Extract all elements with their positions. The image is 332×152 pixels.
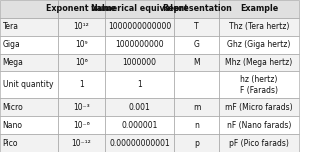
Bar xyxy=(105,36,174,54)
Bar xyxy=(0,71,58,98)
Text: Nano: Nano xyxy=(3,121,23,130)
Bar xyxy=(58,116,105,134)
Text: m: m xyxy=(193,103,201,112)
Text: 1000000000000: 1000000000000 xyxy=(108,22,171,31)
Text: Mhz (Mega hertz): Mhz (Mega hertz) xyxy=(225,58,292,67)
Bar xyxy=(0,116,58,134)
Bar xyxy=(58,54,105,71)
Text: 1000000: 1000000 xyxy=(123,58,156,67)
Bar xyxy=(105,0,174,18)
Text: hz (hertz)
F (Farads): hz (hertz) F (Farads) xyxy=(240,75,278,95)
Text: Unit quantity: Unit quantity xyxy=(3,80,53,89)
Bar xyxy=(174,71,219,98)
Bar xyxy=(219,0,299,18)
Text: Ghz (Giga hertz): Ghz (Giga hertz) xyxy=(227,40,290,49)
Bar xyxy=(0,54,58,71)
Bar xyxy=(105,134,174,152)
Bar xyxy=(219,54,299,71)
Bar xyxy=(174,18,219,36)
Bar xyxy=(0,18,58,36)
Text: nF (Nano farads): nF (Nano farads) xyxy=(227,121,291,130)
Bar xyxy=(58,0,105,18)
Text: Example: Example xyxy=(240,4,278,13)
Bar xyxy=(105,18,174,36)
Bar xyxy=(58,71,105,98)
Bar xyxy=(58,98,105,116)
Text: pF (Pico farads): pF (Pico farads) xyxy=(229,139,289,148)
Bar xyxy=(174,116,219,134)
Bar xyxy=(0,0,58,18)
Text: 1: 1 xyxy=(79,80,84,89)
Text: 10¹²: 10¹² xyxy=(73,22,89,31)
Bar xyxy=(0,36,58,54)
Bar xyxy=(219,116,299,134)
Text: 0.001: 0.001 xyxy=(128,103,150,112)
Text: Exponent value: Exponent value xyxy=(46,4,116,13)
Text: Thz (Tera hertz): Thz (Tera hertz) xyxy=(229,22,289,31)
Text: mF (Micro farads): mF (Micro farads) xyxy=(225,103,293,112)
Bar xyxy=(174,134,219,152)
Text: 10⁻⁶: 10⁻⁶ xyxy=(73,121,90,130)
Text: 1000000000: 1000000000 xyxy=(115,40,164,49)
Text: 1: 1 xyxy=(137,80,142,89)
Bar xyxy=(58,18,105,36)
Bar xyxy=(174,98,219,116)
Bar xyxy=(105,98,174,116)
Text: Representation: Representation xyxy=(162,4,232,13)
Bar xyxy=(219,134,299,152)
Bar xyxy=(105,54,174,71)
Text: n: n xyxy=(194,121,199,130)
Text: Pico: Pico xyxy=(3,139,18,148)
Bar xyxy=(174,36,219,54)
Bar xyxy=(58,36,105,54)
Bar xyxy=(58,134,105,152)
Bar xyxy=(219,36,299,54)
Text: Giga: Giga xyxy=(3,40,20,49)
Text: 10⁹: 10⁹ xyxy=(75,40,88,49)
Text: 10⁶: 10⁶ xyxy=(75,58,88,67)
Text: M: M xyxy=(194,58,200,67)
Text: T: T xyxy=(195,22,199,31)
Bar xyxy=(174,54,219,71)
Bar xyxy=(0,134,58,152)
Text: Micro: Micro xyxy=(3,103,23,112)
Text: Mega: Mega xyxy=(3,58,24,67)
Bar xyxy=(219,98,299,116)
Text: 0.00000000001: 0.00000000001 xyxy=(109,139,170,148)
Bar xyxy=(174,0,219,18)
Text: 10⁻³: 10⁻³ xyxy=(73,103,90,112)
Text: 10⁻¹²: 10⁻¹² xyxy=(71,139,91,148)
Text: 0.000001: 0.000001 xyxy=(121,121,158,130)
Text: Tera: Tera xyxy=(3,22,19,31)
Text: Numerical equivalent: Numerical equivalent xyxy=(91,4,188,13)
Bar xyxy=(0,98,58,116)
Bar xyxy=(105,71,174,98)
Bar xyxy=(219,18,299,36)
Text: p: p xyxy=(194,139,199,148)
Bar xyxy=(219,71,299,98)
Text: G: G xyxy=(194,40,200,49)
Bar xyxy=(105,116,174,134)
